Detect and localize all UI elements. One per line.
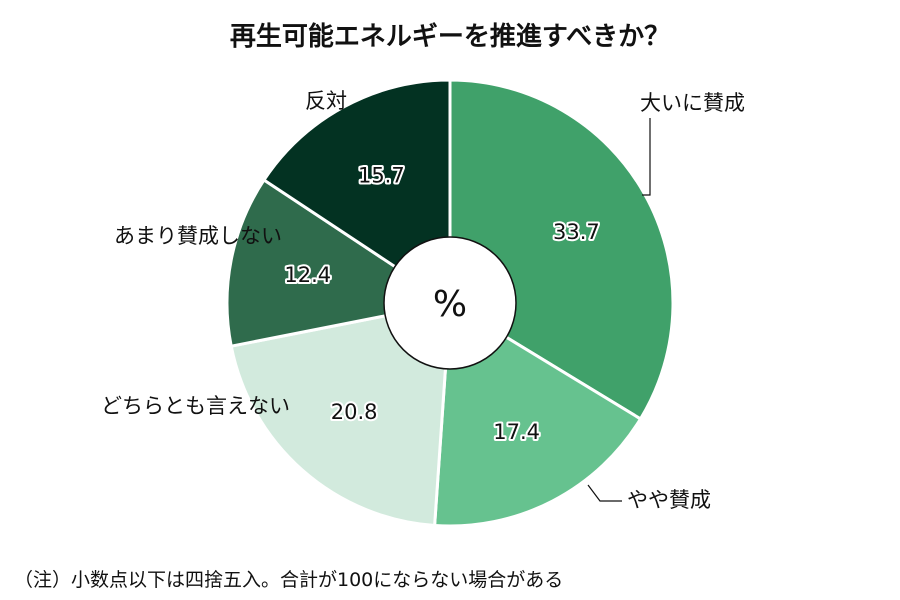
value-label-neutral: 20.8 [331, 400, 378, 424]
category-label-somewhat-agree: やや賛成 [627, 488, 711, 512]
footnote: （注）小数点以下は四捨五入。合計が100にならない場合がある [14, 569, 563, 591]
leader-line-somewhat-agree [587, 484, 622, 502]
value-label-great-agree: 33.7 [553, 220, 600, 244]
donut-hole [383, 236, 517, 370]
center-unit-label: % [433, 284, 467, 325]
category-label-somewhat-disagree: あまり賛成しない [114, 224, 282, 248]
value-label-somewhat-agree: 17.4 [493, 420, 540, 444]
value-label-somewhat-disagree: 12.4 [284, 263, 331, 287]
labels-group: 33.7 大いに賛成 17.4 やや賛成 20.8 どちらとも言えない 12.4あまり賛成し… [101, 89, 745, 512]
slice-neutral [229, 301, 452, 528]
category-label-oppose: 反対 [305, 89, 347, 113]
leader-lines-group [587, 118, 651, 502]
chart-title: 再生可能エネルギーを推進すべきか？ [230, 21, 670, 52]
value-label-oppose: 15.7 [358, 163, 405, 187]
slice-oppose [261, 78, 452, 306]
category-label-great-agree: 大いに賛成 [640, 91, 745, 115]
category-label-neutral: どちらとも言えない [101, 394, 290, 418]
leader-line-great-agree [642, 118, 651, 196]
